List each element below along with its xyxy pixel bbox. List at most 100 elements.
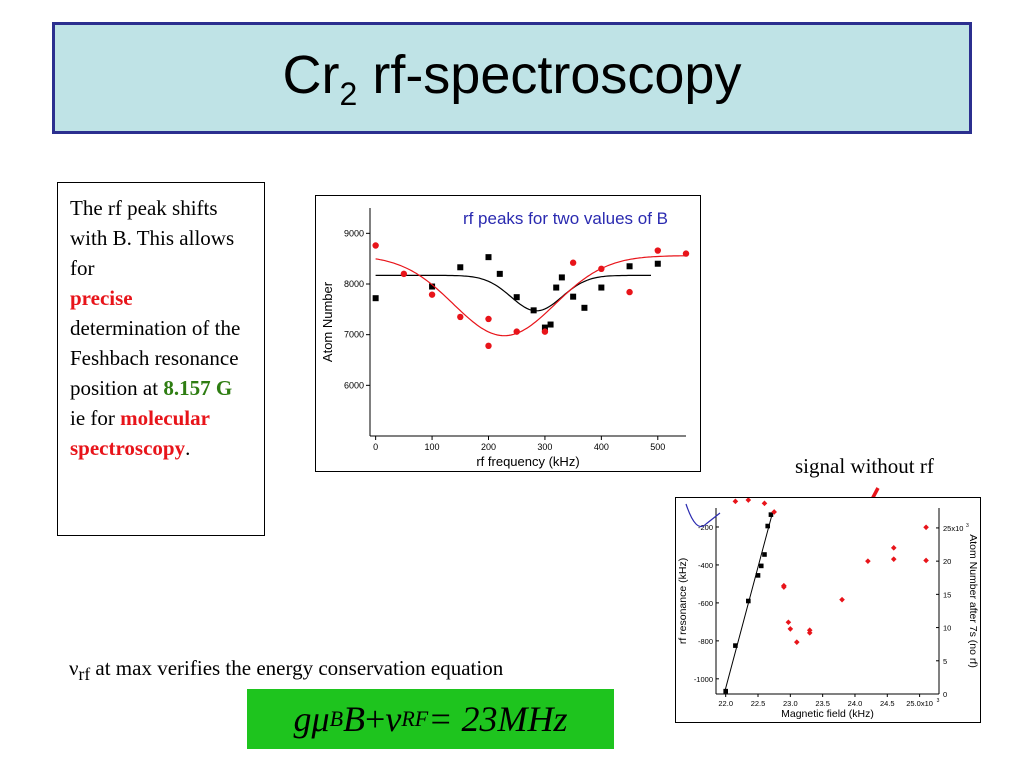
- data-point-diamond: [923, 557, 929, 564]
- x-tick-label: 23.5: [815, 699, 830, 708]
- x-tick-label: 300: [537, 442, 552, 452]
- data-point-square: [581, 304, 588, 311]
- title-box: Cr2 rf-spectroscopy: [52, 22, 972, 134]
- x-tick-label: 25.0x10: [906, 699, 933, 708]
- y-tick-label: -400: [698, 561, 713, 570]
- y2-axis-label: Atom Number after 7s (no rf): [967, 534, 979, 668]
- annotation-signal-without-rf: signal without rf: [795, 454, 934, 478]
- rf-peaks-chart-svg: 0 100 200 300 400 500 6000 7000 8000 9000 rf frequ…: [320, 208, 690, 469]
- x-tick-label: 22.0: [718, 699, 733, 708]
- data-point-diamond: [839, 596, 845, 603]
- data-point-square: [765, 523, 771, 529]
- x-tick-label: 23.0: [783, 699, 798, 708]
- y-tick-label: -200: [698, 523, 713, 532]
- x-tick-label: 400: [594, 442, 609, 452]
- x-tick-label: 24.5: [880, 699, 895, 708]
- data-point-square: [496, 270, 503, 277]
- y-tick-label: -1000: [694, 675, 713, 684]
- x-axis-label: Magnetic field (kHz): [781, 708, 874, 720]
- x-tick-label: 500: [650, 442, 665, 452]
- data-point-square: [570, 293, 577, 300]
- y2-tick-label: 15: [943, 590, 951, 599]
- data-point-square: [768, 512, 774, 517]
- data-point-circle: [598, 265, 605, 272]
- y2-tick-exponent: 3: [966, 523, 969, 529]
- data-point-circle: [541, 328, 549, 335]
- data-point-diamond: [787, 626, 794, 632]
- data-point-square: [746, 598, 751, 604]
- eq-B: B: [343, 699, 366, 739]
- data-point-circle: [682, 250, 690, 257]
- data-point-square: [654, 260, 661, 267]
- data-point-square: [541, 324, 548, 331]
- eq-g: g: [293, 699, 312, 739]
- eq-mu: μ: [311, 699, 330, 739]
- y-tick-label: 8000: [344, 279, 364, 289]
- data-point-circle: [654, 247, 661, 254]
- data-point-circle: [626, 288, 633, 296]
- text-line: The rf peak shifts with B. This allows f…: [70, 196, 235, 280]
- data-point-square: [626, 263, 633, 270]
- x-axis-label: rf frequency (kHz): [476, 454, 579, 469]
- data-point-diamond: [761, 500, 768, 507]
- text-precise: precise: [70, 286, 133, 310]
- nu-symbol: ν: [69, 656, 79, 680]
- equation-caption: νrf at max verifies the energy conservat…: [69, 654, 539, 688]
- data-point-diamond: [793, 639, 800, 645]
- x-tick-label: 0: [373, 442, 378, 452]
- page-title: Cr2 rf-spectroscopy: [283, 44, 742, 113]
- data-point-square: [457, 264, 464, 271]
- text-molecular-spectroscopy: molecular spectroscopy: [70, 406, 210, 460]
- y-tick-label: 9000: [344, 228, 364, 238]
- data-point-square: [755, 573, 761, 578]
- title-main: Cr: [282, 44, 340, 105]
- y2-tick-label: 25x10: [943, 524, 963, 533]
- data-point-diamond: [732, 498, 739, 505]
- data-point-circle: [372, 242, 379, 249]
- x-tick-label: 22.5: [751, 699, 766, 708]
- eq-plus: +: [365, 699, 386, 739]
- eq-mu-sub: B: [329, 706, 344, 731]
- data-point-square: [429, 283, 436, 290]
- data-point-diamond: [745, 497, 752, 503]
- y-tick-label: 7000: [344, 330, 364, 340]
- eq-nu: ν: [385, 699, 402, 739]
- data-point-diamond: [806, 630, 813, 636]
- data-point-square: [758, 563, 764, 569]
- caption-text: at max verifies the energy conservation …: [90, 656, 504, 680]
- data-point-square: [723, 688, 728, 694]
- nu-subscript: rf: [78, 664, 91, 685]
- y2-tick-label: 20: [943, 557, 951, 566]
- x-tick-label: 100: [425, 442, 440, 452]
- y-tick-label: -600: [698, 599, 713, 608]
- data-point-square: [733, 643, 738, 648]
- data-point-circle: [457, 313, 464, 321]
- data-point-circle: [428, 291, 436, 298]
- data-point-diamond: [890, 545, 897, 551]
- data-point-circle: [400, 270, 408, 278]
- eq-nu-sub: RF: [401, 706, 429, 731]
- y-tick-label: 6000: [344, 380, 364, 390]
- text-resonance-value: 8.157 G: [163, 376, 233, 400]
- fit-line: [723, 513, 773, 694]
- data-point-square: [530, 307, 537, 314]
- magnetic-field-chart: 22.0 22.5 23.0 23.5 24.0 24.5 25.0x10 3 -200 -400…: [675, 497, 981, 723]
- data-point-square: [485, 254, 492, 261]
- data-point-square: [762, 552, 767, 557]
- explanation-box: The rf peak shifts with B. This allows f…: [57, 182, 265, 536]
- x-tick-label: 24.0: [848, 699, 863, 708]
- data-point-circle: [485, 315, 492, 323]
- eq-rhs: = 23MHz: [428, 699, 568, 739]
- x-tick-exponent: 3: [937, 698, 940, 704]
- data-point-diamond: [923, 524, 929, 531]
- y-axis-label: rf resonance (kHz): [677, 558, 689, 644]
- data-point-diamond: [785, 619, 792, 626]
- data-point-diamond: [771, 509, 777, 515]
- chart-title: rf peaks for two values of B: [463, 209, 668, 228]
- y-tick-label: -800: [698, 637, 713, 646]
- y2-tick-label: 10: [943, 624, 951, 633]
- fit-curve-1: [375, 255, 685, 337]
- rf-peaks-chart: 0 100 200 300 400 500 6000 7000 8000 9000 rf frequ…: [315, 195, 701, 472]
- text-line: determination of the Feshbach resonance …: [70, 316, 241, 400]
